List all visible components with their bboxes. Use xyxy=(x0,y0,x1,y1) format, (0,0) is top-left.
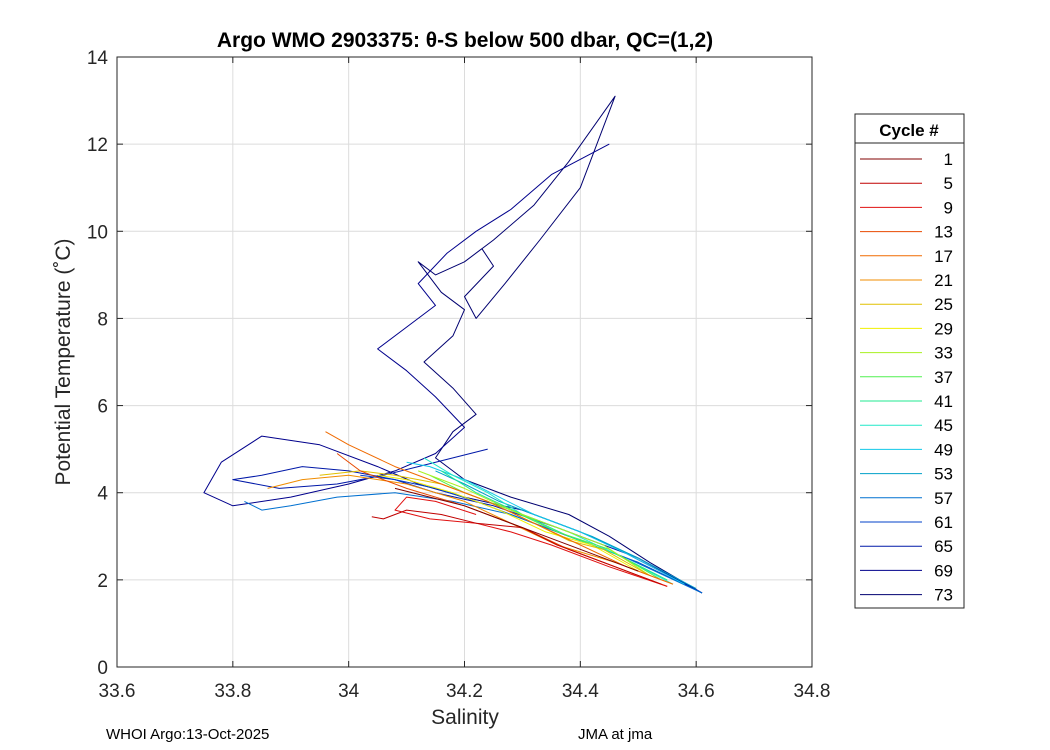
x-tick-label: 34.4 xyxy=(562,681,599,702)
legend-label-65: 65 xyxy=(934,537,953,556)
chart-title: Argo WMO 2903375: θ-S below 500 dbar, QC… xyxy=(217,29,713,52)
series-line-cycle-49 xyxy=(406,461,685,585)
legend-label-29: 29 xyxy=(934,319,953,338)
legend-label-33: 33 xyxy=(934,344,953,363)
series-line-cycle-33 xyxy=(418,470,651,576)
series-line-cycle-73 xyxy=(417,95,703,594)
series-lines xyxy=(203,95,703,594)
legend-label-21: 21 xyxy=(934,271,953,290)
y-tick-label: 8 xyxy=(97,309,108,330)
legend-label-41: 41 xyxy=(934,392,953,411)
legend-label-17: 17 xyxy=(934,247,953,266)
legend-title: Cycle # xyxy=(879,121,939,140)
series-line-cycle-5 xyxy=(371,509,662,585)
x-tick-label: 34.6 xyxy=(678,681,715,702)
y-tick-label: 12 xyxy=(87,135,108,156)
series-line-cycle-17 xyxy=(325,431,674,585)
x-tick-label: 34 xyxy=(338,681,360,702)
footer-source: WHOI Argo:13-Oct-2025 xyxy=(106,726,270,743)
legend-label-5: 5 xyxy=(944,174,953,193)
legend-label-53: 53 xyxy=(934,465,953,484)
legend-label-1: 1 xyxy=(944,150,953,169)
x-tick-label: 33.8 xyxy=(214,681,251,702)
legend: Cycle # 1 5 9 13 17 21 25 29 33 37 41 45 49 53 57 61 65 6… xyxy=(854,113,965,609)
axis-ticks xyxy=(116,56,813,668)
x-axis-label: Salinity xyxy=(431,706,499,729)
legend-entries: 1 5 9 13 17 21 25 29 33 37 41 45 49 53 57 61 65 69 73 xyxy=(860,150,953,605)
x-tick-label: 33.6 xyxy=(99,681,136,702)
y-axis-label: Potential Temperature (˚C) xyxy=(52,238,75,485)
series-line-cycle-1 xyxy=(394,487,639,572)
y-tick-label: 2 xyxy=(97,571,108,592)
legend-label-9: 9 xyxy=(944,198,953,217)
series-line-cycle-9 xyxy=(394,496,668,587)
x-tick-label: 34.8 xyxy=(794,681,831,702)
y-tick-labels: 0 2 4 6 8 10 12 14 xyxy=(87,48,109,679)
x-tick-labels: 33.6 33.8 34 34.2 34.4 34.6 34.8 xyxy=(99,681,831,702)
legend-box xyxy=(854,113,965,609)
y-tick-label: 6 xyxy=(97,397,108,418)
y-tick-label: 4 xyxy=(97,484,108,505)
legend-label-61: 61 xyxy=(934,513,953,532)
legend-label-49: 49 xyxy=(934,440,953,459)
y-tick-label: 0 xyxy=(97,658,108,679)
footer-credit: JMA at jma xyxy=(578,726,653,743)
legend-label-13: 13 xyxy=(934,223,953,242)
legend-label-69: 69 xyxy=(934,561,953,580)
y-tick-label: 10 xyxy=(87,222,108,243)
series-line-cycle-21 xyxy=(267,474,674,585)
legend-label-45: 45 xyxy=(934,416,953,435)
series-line-cycle-29 xyxy=(377,474,639,572)
x-tick-label: 34.2 xyxy=(446,681,483,702)
legend-label-57: 57 xyxy=(934,489,953,508)
legend-label-73: 73 xyxy=(934,586,953,605)
y-tick-label: 14 xyxy=(87,48,109,69)
legend-label-25: 25 xyxy=(934,295,953,314)
legend-label-37: 37 xyxy=(934,368,953,387)
